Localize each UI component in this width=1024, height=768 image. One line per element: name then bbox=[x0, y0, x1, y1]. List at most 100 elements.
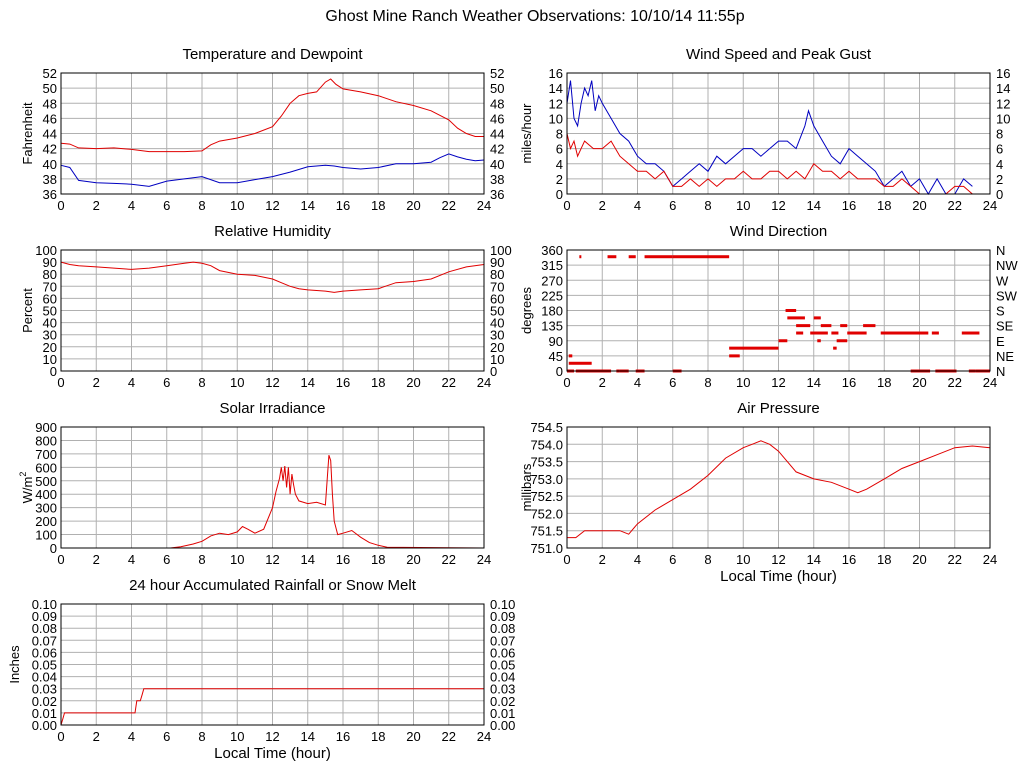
right-tick-label: 40 bbox=[490, 157, 504, 172]
right-tick-label: 70 bbox=[490, 279, 504, 294]
wind-direction-point bbox=[836, 339, 848, 343]
right-tick-label: 4 bbox=[996, 157, 1003, 172]
wind-direction-point bbox=[810, 331, 828, 335]
right-tick-label: 0.01 bbox=[490, 706, 515, 721]
right-tick-label: 0.06 bbox=[490, 645, 515, 660]
x-tick-label: 20 bbox=[406, 552, 420, 567]
x-tick-label: 16 bbox=[842, 198, 856, 213]
temperature-series-1-line bbox=[60, 153, 485, 187]
wind-direction-point bbox=[831, 331, 839, 335]
wind-direction-point bbox=[796, 331, 804, 335]
x-tick-label: 0 bbox=[563, 375, 570, 390]
x-tick-label: 2 bbox=[93, 375, 100, 390]
y-tick-label: 80 bbox=[43, 267, 57, 282]
right-tick-label: 0 bbox=[490, 364, 497, 379]
y-axis-label: millibars bbox=[519, 463, 534, 511]
x-tick-label: 24 bbox=[477, 729, 491, 744]
x-tick-label: 6 bbox=[163, 552, 170, 567]
y-tick-label: 225 bbox=[541, 288, 563, 303]
y-tick-label: 12 bbox=[549, 96, 563, 111]
y-tick-label: 60 bbox=[43, 291, 57, 306]
x-tick-label: 2 bbox=[599, 552, 606, 567]
x-tick-label: 2 bbox=[599, 198, 606, 213]
x-tick-label: 4 bbox=[128, 729, 135, 744]
y-tick-label: 30 bbox=[43, 328, 57, 343]
chart-title: Wind Speed and Peak Gust bbox=[686, 46, 872, 63]
x-tick-label: 0 bbox=[57, 729, 64, 744]
x-tick-label: 12 bbox=[771, 552, 785, 567]
x-tick-label: 22 bbox=[442, 729, 456, 744]
x-tick-label: 4 bbox=[128, 198, 135, 213]
right-tick-label: 46 bbox=[490, 111, 504, 126]
right-tick-label: 80 bbox=[490, 267, 504, 282]
wind-direction-point bbox=[833, 346, 837, 350]
y-tick-label: 4 bbox=[556, 157, 563, 172]
x-tick-label: 2 bbox=[93, 729, 100, 744]
wind-direction-point bbox=[568, 361, 592, 365]
y-tick-label: 2 bbox=[556, 172, 563, 187]
chart-title: 24 hour Accumulated Rainfall or Snow Mel… bbox=[129, 577, 417, 594]
x-tick-label: 10 bbox=[736, 552, 750, 567]
right-tick-label: 10 bbox=[996, 111, 1010, 126]
x-tick-label: 12 bbox=[265, 198, 279, 213]
y-tick-label: 0 bbox=[50, 364, 57, 379]
right-tick-label: 8 bbox=[996, 127, 1003, 142]
y-tick-label: 270 bbox=[541, 273, 563, 288]
x-tick-label: 20 bbox=[912, 198, 926, 213]
y-tick-label: 753.5 bbox=[530, 455, 563, 470]
x-tick-label: 10 bbox=[736, 198, 750, 213]
x-tick-label: 24 bbox=[477, 198, 491, 213]
x-tick-label: 22 bbox=[948, 552, 962, 567]
x-tick-label: 14 bbox=[301, 198, 315, 213]
x-tick-label: 20 bbox=[406, 729, 420, 744]
x-tick-label: 16 bbox=[336, 375, 350, 390]
y-tick-label: 10 bbox=[549, 111, 563, 126]
y-tick-label: 16 bbox=[549, 66, 563, 81]
x-tick-label: 0 bbox=[57, 552, 64, 567]
y-tick-label: 200 bbox=[35, 514, 57, 529]
x-axis-label: Local Time (hour) bbox=[214, 745, 331, 762]
y-axis-label: Inches bbox=[7, 645, 22, 684]
wind-direction-point bbox=[729, 354, 740, 358]
wind-direction-point bbox=[863, 324, 876, 328]
y-tick-label: 754.0 bbox=[530, 437, 563, 452]
x-tick-label: 20 bbox=[912, 375, 926, 390]
y-tick-label: 800 bbox=[35, 433, 57, 448]
y-tick-label: 0.02 bbox=[32, 694, 57, 709]
y-tick-label: 0.08 bbox=[32, 621, 57, 636]
x-tick-label: 22 bbox=[442, 375, 456, 390]
y-tick-label: 751.5 bbox=[530, 524, 563, 539]
y-tick-label: 0.10 bbox=[32, 597, 57, 612]
chart-title: Temperature and Dewpoint bbox=[182, 46, 363, 63]
right-tick-label: 50 bbox=[490, 81, 504, 96]
x-tick-label: 6 bbox=[669, 552, 676, 567]
wind-direction-point bbox=[672, 255, 730, 259]
y-tick-label: 100 bbox=[35, 528, 57, 543]
right-tick-label: 36 bbox=[490, 187, 504, 202]
x-tick-label: 0 bbox=[563, 552, 570, 567]
y-tick-label: 600 bbox=[35, 460, 57, 475]
x-tick-label: 2 bbox=[93, 552, 100, 567]
x-tick-label: 2 bbox=[599, 375, 606, 390]
y-axis-label: Fahrenheit bbox=[20, 102, 35, 165]
wind-direction-point bbox=[729, 346, 779, 350]
wind-direction-point bbox=[813, 316, 821, 320]
right-tick-label: 20 bbox=[490, 340, 504, 355]
y-tick-label: 50 bbox=[43, 81, 57, 96]
y-axis-label: degrees bbox=[519, 287, 534, 334]
x-tick-label: 2 bbox=[93, 198, 100, 213]
y-tick-label: 52 bbox=[43, 66, 57, 81]
right-tick-label: N bbox=[996, 243, 1005, 258]
y-tick-label: 400 bbox=[35, 487, 57, 502]
y-tick-label: 20 bbox=[43, 340, 57, 355]
chart-title: Wind Direction bbox=[730, 223, 828, 240]
x-axis-label: Local Time (hour) bbox=[720, 568, 837, 585]
right-tick-label: W bbox=[996, 273, 1009, 288]
y-tick-label: 38 bbox=[43, 172, 57, 187]
x-tick-label: 10 bbox=[230, 375, 244, 390]
y-tick-label: 0.09 bbox=[32, 609, 57, 624]
right-tick-label: SW bbox=[996, 288, 1018, 303]
right-tick-label: 12 bbox=[996, 96, 1010, 111]
